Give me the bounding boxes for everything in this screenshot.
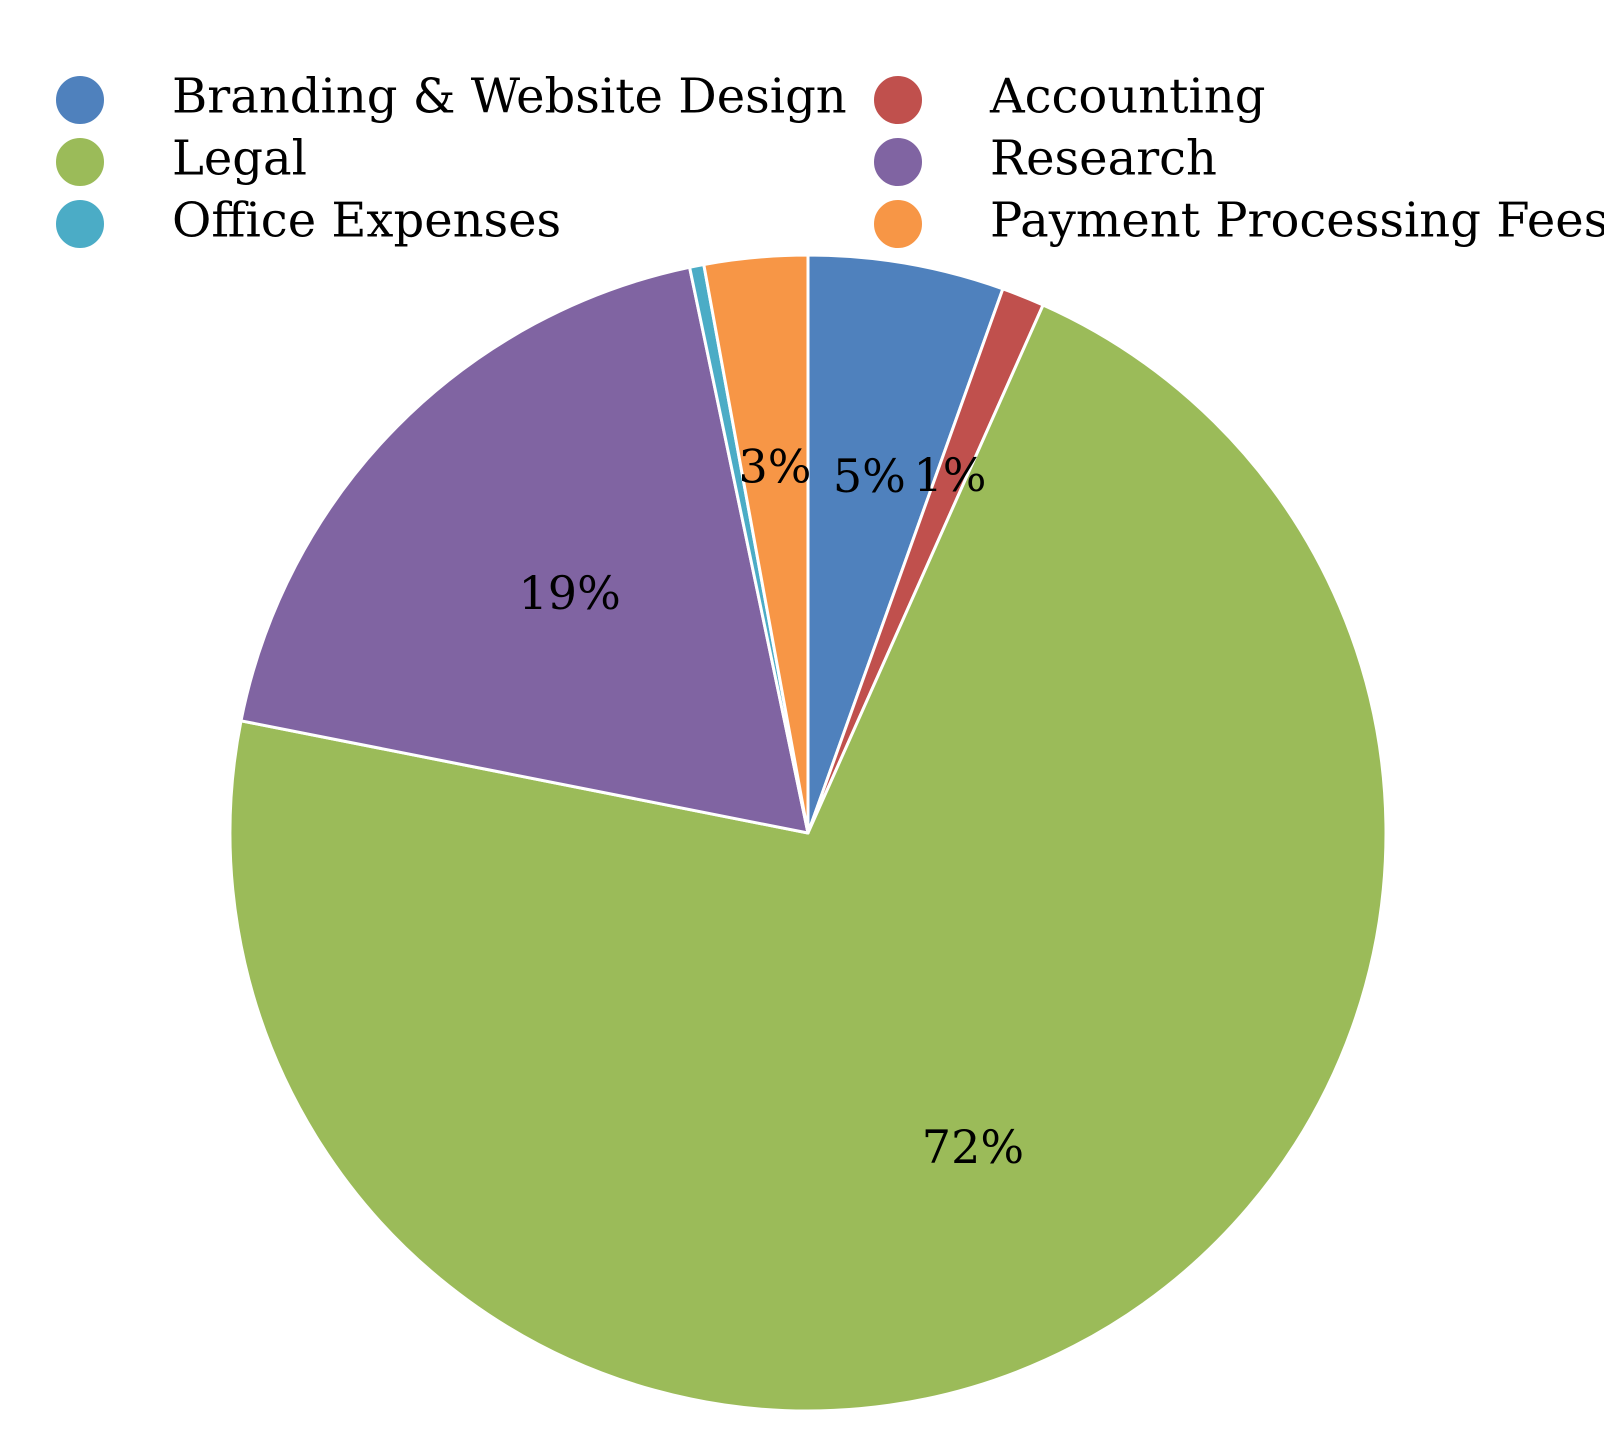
pie-slice-branding-and-website-design [806,253,1005,835]
legend-item-payment-processing-fees: Payment Processing Fees [872,193,1604,250]
legend: Branding & Website Design Accounting Legal… [54,69,1604,250]
data-label-branding-and-website-design: 5% [833,449,906,503]
pie-slice-research [239,265,810,835]
legend-marker-office-expenses [54,198,106,250]
legend-label-research: Research [990,131,1217,187]
legend-marker-payment-processing-fees [872,198,924,250]
legend-label-branding-and-website-design: Branding & Website Design [172,69,847,125]
legend-item-research: Research [872,131,1217,188]
legend-label-legal: Legal [172,131,307,187]
legend-marker-accounting [872,74,924,126]
legend-label-payment-processing-fees: Payment Processing Fees [990,193,1604,249]
legend-marker-branding-and-website-design [54,74,106,126]
data-labels: 5% 1% 72% 19% 3% [519,439,1025,1174]
legend-marker-research [872,136,924,188]
legend-marker-legal [54,136,106,188]
legend-item-branding-and-website-design: Branding & Website Design [54,69,847,126]
legend-label-office-expenses: Office Expenses [172,193,561,249]
data-label-payment-processing-fees: 3% [739,439,812,493]
legend-item-legal: Legal [54,131,307,188]
pie-slice-payment-processing-fees [702,253,810,835]
data-label-legal: 72% [922,1120,1024,1174]
legend-item-accounting: Accounting [872,69,1265,126]
pie-slices [228,253,1388,1413]
data-label-research: 19% [519,566,621,620]
legend-item-office-expenses: Office Expenses [54,193,561,250]
data-label-accounting: 1% [913,448,986,502]
legend-label-accounting: Accounting [989,69,1265,125]
pie-slice-legal [228,303,1388,1413]
